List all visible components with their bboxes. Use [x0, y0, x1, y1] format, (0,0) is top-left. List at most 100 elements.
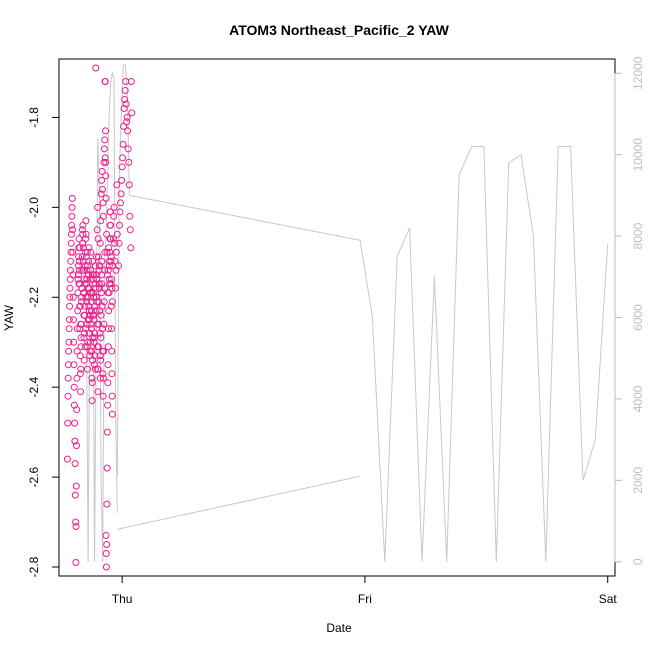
- right-tick-label: 4000: [631, 385, 645, 412]
- data-point: [80, 289, 88, 297]
- data-point: [76, 302, 84, 310]
- data-point: [75, 244, 83, 252]
- data-point: [68, 221, 76, 229]
- y-tick-label: -2.6: [27, 466, 41, 487]
- data-point: [98, 302, 106, 310]
- data-point: [107, 257, 115, 265]
- data-point: [74, 271, 82, 279]
- data-point: [71, 491, 79, 499]
- data-point: [69, 226, 77, 234]
- data-point: [113, 181, 121, 189]
- y-tick-label: -2.4: [27, 377, 41, 398]
- data-point: [72, 482, 80, 490]
- data-point: [76, 352, 84, 360]
- data-point: [110, 203, 118, 211]
- data-point: [128, 109, 136, 117]
- data-point: [83, 275, 91, 283]
- data-point: [109, 235, 117, 243]
- data-point: [125, 158, 133, 166]
- data-point: [106, 208, 114, 216]
- data-point: [121, 96, 129, 103]
- data-point: [98, 167, 106, 175]
- data-point: [112, 248, 120, 256]
- data-point: [108, 275, 115, 283]
- data-point: [64, 392, 72, 400]
- data-point: [108, 347, 116, 355]
- x-tick-label: Thu: [112, 592, 133, 606]
- data-point: [102, 532, 110, 539]
- data-point: [81, 302, 89, 310]
- data-point: [78, 298, 85, 306]
- data-point: [83, 266, 91, 274]
- data-point: [126, 212, 134, 220]
- y-tick-label: -2.8: [27, 556, 41, 577]
- data-point: [112, 284, 119, 292]
- data-point: [67, 257, 75, 265]
- data-point: [91, 280, 99, 288]
- data-point: [97, 334, 105, 342]
- data-point: [121, 87, 129, 94]
- x-axis-label: Date: [326, 621, 352, 635]
- data-point: [124, 145, 132, 153]
- data-point: [116, 221, 123, 229]
- data-point: [104, 266, 112, 274]
- chart-title: ATOM3 Northeast_Pacific_2 YAW: [229, 22, 449, 38]
- data-point: [71, 437, 79, 445]
- data-point: [85, 257, 93, 265]
- data-point: [73, 374, 81, 382]
- data-point: [101, 248, 109, 256]
- data-point: [81, 262, 89, 270]
- data-point: [77, 388, 85, 396]
- data-point: [122, 100, 130, 108]
- data-point: [113, 230, 121, 238]
- data-point: [73, 406, 81, 414]
- right-tick-label: 0: [631, 558, 645, 565]
- data-point: [74, 262, 82, 270]
- data-point: [102, 172, 110, 180]
- data-point: [96, 239, 104, 247]
- data-point: [65, 347, 73, 355]
- data-point: [88, 379, 96, 387]
- data-point: [83, 320, 91, 328]
- data-point: [90, 361, 98, 369]
- y-axis-label: YAW: [2, 304, 16, 331]
- data-point: [91, 329, 99, 337]
- data-point: [64, 455, 71, 463]
- data-point: [108, 298, 116, 306]
- y-tick-label: -1.8: [27, 107, 41, 128]
- data-point: [97, 356, 105, 364]
- data-point: [69, 293, 77, 301]
- data-point: [87, 248, 95, 256]
- data-point: [70, 383, 78, 391]
- data-point: [97, 190, 105, 198]
- data-point: [119, 140, 127, 148]
- data-point: [125, 181, 133, 189]
- data-point: [90, 338, 98, 346]
- data-point: [103, 230, 111, 238]
- data-point: [115, 239, 123, 247]
- data-point: [79, 266, 87, 274]
- line-segment-4: [359, 146, 609, 562]
- data-point: [85, 244, 93, 252]
- data-point: [100, 145, 108, 153]
- data-point: [78, 226, 86, 234]
- data-point: [64, 419, 72, 427]
- data-point: [94, 365, 102, 373]
- data-point: [102, 563, 110, 571]
- data-point: [77, 334, 85, 342]
- data-point: [99, 370, 107, 378]
- data-point: [111, 239, 119, 247]
- data-point: [91, 365, 99, 373]
- data-point: [89, 334, 97, 342]
- data-point: [79, 239, 86, 247]
- data-point: [117, 190, 125, 198]
- data-point: [123, 113, 131, 121]
- data-point: [76, 325, 84, 333]
- data-point: [83, 298, 91, 306]
- data-point: [95, 320, 103, 328]
- data-point: [101, 266, 109, 274]
- data-point: [83, 343, 91, 351]
- data-point: [88, 397, 96, 405]
- y-tick-label: -2.0: [27, 197, 41, 218]
- data-point: [104, 361, 112, 369]
